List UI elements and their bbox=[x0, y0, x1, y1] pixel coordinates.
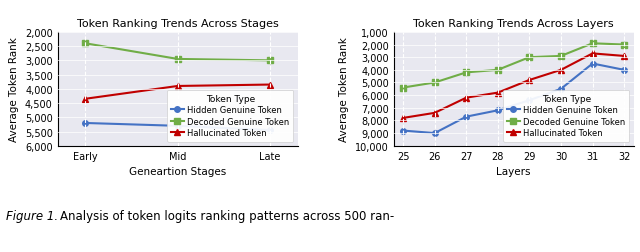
Hallucinated Token bbox=[174, 85, 182, 88]
Decoded Genuine Token bbox=[266, 59, 274, 62]
Decoded Genuine Token bbox=[589, 43, 596, 46]
Hallucinated Token bbox=[557, 69, 565, 72]
Decoded Genuine Token bbox=[525, 56, 533, 59]
Title: Token Ranking Trends Across Layers: Token Ranking Trends Across Layers bbox=[413, 19, 614, 29]
Hallucinated Token bbox=[399, 117, 407, 120]
Hidden Genuine Token bbox=[266, 129, 274, 132]
Decoded Genuine Token bbox=[494, 69, 502, 72]
Line: Hallucinated Token: Hallucinated Token bbox=[400, 51, 627, 121]
Legend: Hidden Genuine Token, Decoded Genuine Token, Hallucinated Token: Hidden Genuine Token, Decoded Genuine To… bbox=[503, 90, 629, 142]
Text: Analysis of token logits ranking patterns across 500 ran-: Analysis of token logits ranking pattern… bbox=[60, 209, 394, 222]
Text: Figure 1.: Figure 1. bbox=[6, 209, 58, 222]
Line: Decoded Genuine Token: Decoded Genuine Token bbox=[400, 41, 627, 91]
Decoded Genuine Token bbox=[399, 87, 407, 90]
Hidden Genuine Token bbox=[494, 109, 502, 112]
Hallucinated Token bbox=[462, 97, 470, 100]
Hallucinated Token bbox=[620, 55, 628, 58]
Hidden Genuine Token bbox=[620, 69, 628, 72]
Line: Hidden Genuine Token: Hidden Genuine Token bbox=[83, 121, 273, 133]
Decoded Genuine Token bbox=[81, 43, 89, 46]
Hidden Genuine Token bbox=[557, 88, 565, 91]
Hidden Genuine Token bbox=[81, 122, 89, 125]
Decoded Genuine Token bbox=[620, 44, 628, 47]
X-axis label: Layers: Layers bbox=[497, 167, 531, 176]
Line: Decoded Genuine Token: Decoded Genuine Token bbox=[83, 41, 273, 64]
X-axis label: Geneartion Stages: Geneartion Stages bbox=[129, 167, 226, 176]
Decoded Genuine Token bbox=[462, 72, 470, 75]
Hallucinated Token bbox=[266, 84, 274, 87]
Line: Hidden Genuine Token: Hidden Genuine Token bbox=[400, 61, 627, 136]
Line: Hallucinated Token: Hallucinated Token bbox=[83, 82, 273, 102]
Decoded Genuine Token bbox=[431, 82, 438, 85]
Hallucinated Token bbox=[431, 112, 438, 115]
Hallucinated Token bbox=[494, 92, 502, 95]
Hidden Genuine Token bbox=[462, 116, 470, 119]
Hidden Genuine Token bbox=[589, 63, 596, 66]
Y-axis label: Average Token Rank: Average Token Rank bbox=[339, 37, 349, 142]
Title: Token Ranking Trends Across Stages: Token Ranking Trends Across Stages bbox=[77, 19, 278, 29]
Hallucinated Token bbox=[81, 98, 89, 101]
Hallucinated Token bbox=[589, 53, 596, 56]
Hallucinated Token bbox=[525, 79, 533, 82]
Hidden Genuine Token bbox=[399, 130, 407, 133]
Hidden Genuine Token bbox=[525, 99, 533, 102]
Decoded Genuine Token bbox=[557, 55, 565, 58]
Decoded Genuine Token bbox=[174, 58, 182, 61]
Y-axis label: Average Token Rank: Average Token Rank bbox=[10, 37, 19, 142]
Hidden Genuine Token bbox=[431, 132, 438, 135]
Hidden Genuine Token bbox=[174, 125, 182, 128]
Legend: Hidden Genuine Token, Decoded Genuine Token, Hallucinated Token: Hidden Genuine Token, Decoded Genuine To… bbox=[167, 90, 293, 142]
